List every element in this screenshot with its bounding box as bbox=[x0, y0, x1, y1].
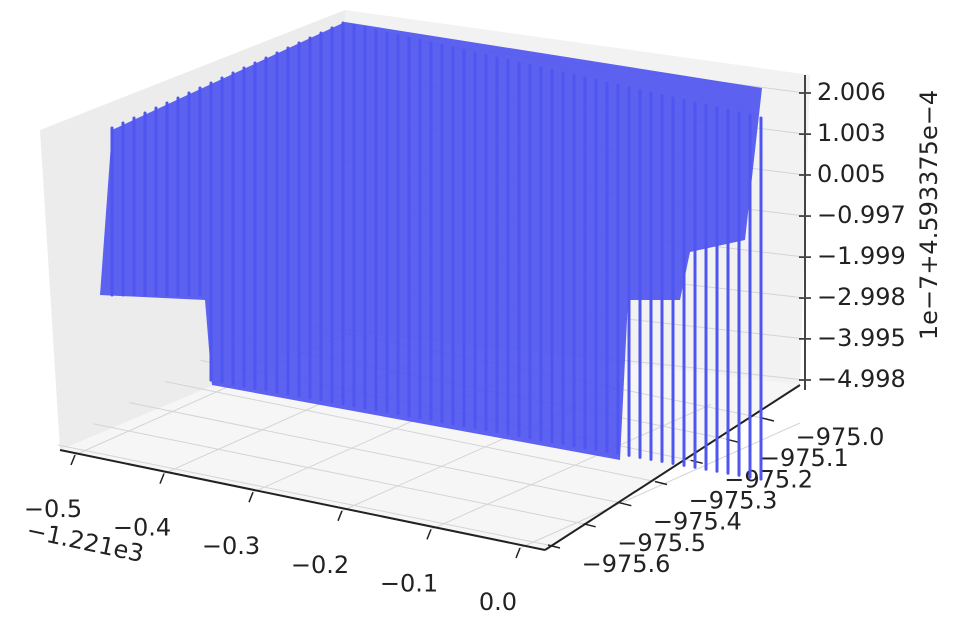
x-tick-label: −0.3 bbox=[202, 532, 260, 560]
z-tick-label: −4.998 bbox=[817, 365, 906, 393]
x-tick bbox=[249, 492, 253, 502]
z-offset-label: 1e−7+4.593375e−4 bbox=[915, 90, 943, 340]
y-tick bbox=[762, 418, 774, 421]
x-tick-label: −0.1 bbox=[380, 569, 438, 597]
z-tick-label: −2.998 bbox=[817, 283, 906, 311]
z-tick-label: 2.006 bbox=[817, 78, 886, 106]
y-tick bbox=[691, 460, 703, 463]
x-tick bbox=[427, 529, 431, 539]
z-tick-label: −0.997 bbox=[817, 201, 906, 229]
y-tick bbox=[619, 503, 631, 506]
x-tick-label: −0.2 bbox=[291, 551, 349, 579]
x-tick-label: −0.4 bbox=[113, 514, 171, 542]
x-tick bbox=[160, 474, 164, 484]
x-tick-label: −0.5 bbox=[24, 495, 82, 523]
z-tick-label: 1.003 bbox=[817, 119, 886, 147]
y-tick-label: −975.0 bbox=[796, 423, 885, 451]
z-tick-label: −3.995 bbox=[817, 324, 906, 352]
x-tick bbox=[71, 455, 75, 465]
x-tick bbox=[516, 548, 520, 558]
z-tick-label: −1.999 bbox=[817, 242, 906, 270]
chart: −1.221e3 1e−7+4.593375e−4 −0.5−0.4−0.3−0… bbox=[0, 0, 953, 627]
x-tick bbox=[338, 511, 342, 521]
x-tick-label: 0.0 bbox=[479, 588, 517, 616]
z-tick-label: 0.005 bbox=[817, 160, 886, 188]
